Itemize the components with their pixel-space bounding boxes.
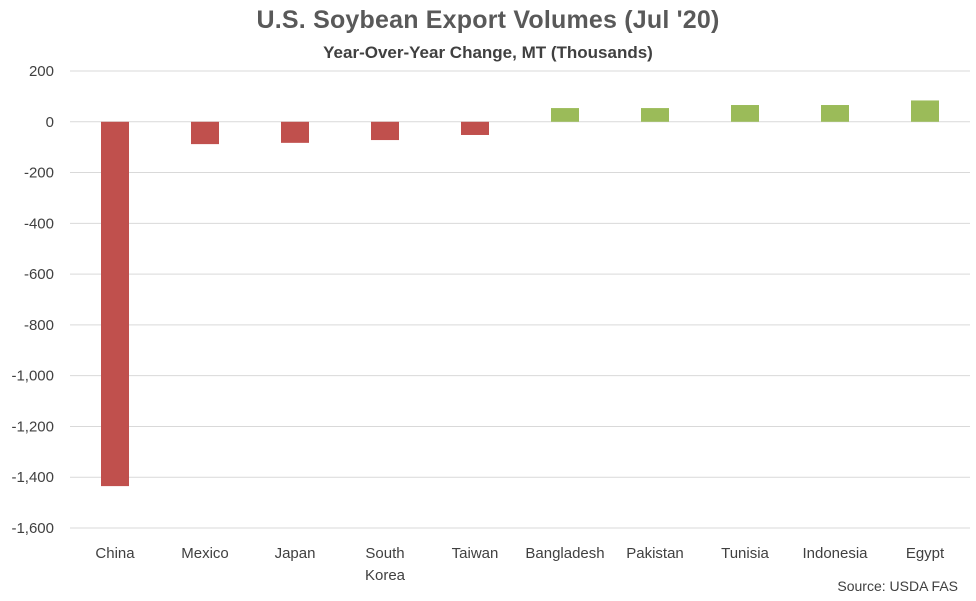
y-tick-label: -1,000 [11, 368, 54, 385]
x-tick-label: Mexico [181, 545, 229, 562]
x-tick-label: Indonesia [802, 545, 868, 562]
chart-title: U.S. Soybean Export Volumes (Jul '20) [256, 6, 720, 34]
x-tick-label: Japan [275, 545, 316, 562]
x-tick-label: China [95, 545, 135, 562]
bar-tunisia [731, 105, 759, 122]
bar-china [101, 121, 129, 487]
x-tick-label: South Korea [365, 545, 406, 584]
y-tick-label: -400 [24, 215, 54, 232]
x-tick-label: Egypt [906, 545, 945, 562]
bar-mexico [191, 121, 219, 145]
x-tick-label: Tunisia [721, 545, 769, 562]
bar-pakistan [641, 108, 669, 122]
y-tick-label: -600 [24, 266, 54, 283]
y-tick-label: -1,600 [11, 520, 54, 537]
bar-bangladesh [551, 108, 579, 122]
x-tick-label: Taiwan [452, 545, 499, 562]
y-tick-label: -1,200 [11, 418, 54, 435]
bar-egypt [911, 100, 939, 122]
y-tick-label: -1,400 [11, 469, 54, 486]
x-tick-label: Pakistan [626, 545, 684, 562]
y-tick-label: 0 [46, 114, 54, 131]
source-note: Source: USDA FAS [837, 578, 958, 594]
y-tick-label: 200 [29, 63, 54, 80]
bar-south-korea [371, 121, 399, 141]
bar-taiwan [461, 121, 489, 135]
bar-indonesia [821, 105, 849, 122]
chart-subtitle: Year-Over-Year Change, MT (Thousands) [323, 43, 653, 62]
x-tick-label: Bangladesh [525, 545, 604, 562]
bar-japan [281, 121, 309, 143]
y-tick-label: -200 [24, 165, 54, 182]
y-tick-label: -800 [24, 317, 54, 334]
